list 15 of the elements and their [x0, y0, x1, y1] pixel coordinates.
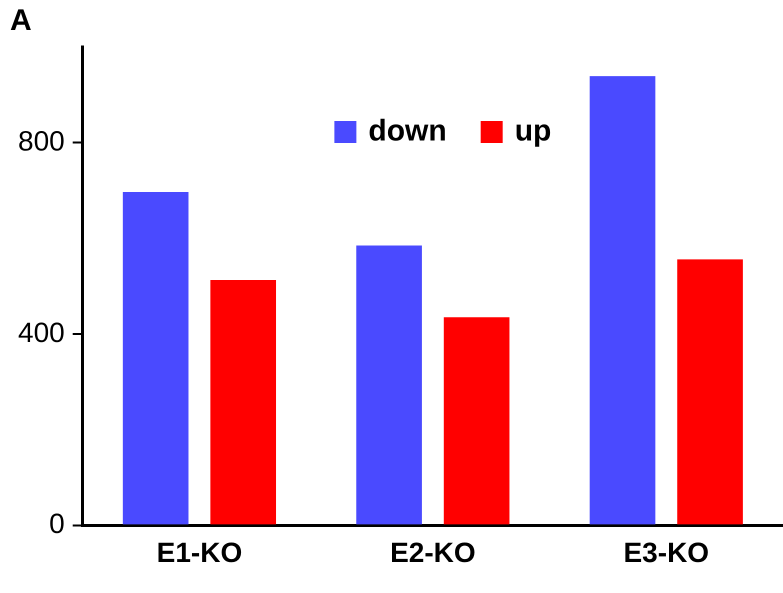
- y-tick-label: 800: [18, 125, 65, 156]
- bar: [677, 259, 743, 524]
- legend-label: up: [514, 114, 552, 148]
- legend-label: down: [368, 114, 447, 148]
- x-tick-label: E2-KO: [390, 536, 476, 568]
- y-tick-label: 0: [49, 508, 65, 540]
- bar: [210, 280, 276, 524]
- x-tick-label: E1-KO: [156, 536, 242, 568]
- bar: [356, 246, 422, 524]
- chart-title: A: [10, 4, 32, 38]
- x-tick-label: E3-KO: [623, 536, 710, 568]
- bar: [590, 76, 656, 524]
- bar: [122, 192, 188, 524]
- y-tick-label: 400: [18, 316, 65, 348]
- bar: [444, 317, 510, 524]
